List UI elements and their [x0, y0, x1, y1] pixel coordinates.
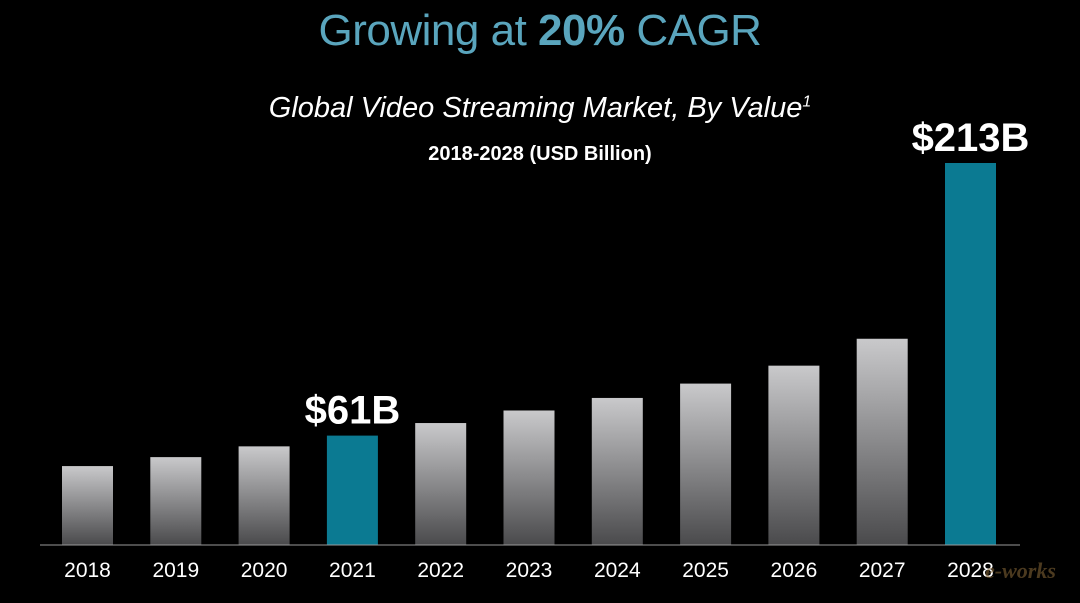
title-suffix: CAGR	[624, 6, 762, 55]
value-label-2028: $213B	[912, 116, 1030, 160]
x-tick-2021: 2021	[329, 559, 376, 582]
x-tick-labels: 2018 2019 2020 2021 2022 2023 2024 2025 2026 2027…	[64, 559, 994, 582]
value-label-2021: $61B	[305, 389, 401, 433]
chart-title: Growing at 20% CAGR	[0, 6, 1080, 56]
bar-2020	[238, 446, 290, 545]
subtitle-footnote: 1	[802, 93, 812, 111]
bar-2025	[680, 383, 732, 545]
x-tick-2027: 2027	[859, 559, 906, 582]
bar-2027	[856, 338, 908, 545]
bar-2022	[415, 423, 467, 545]
bar-2026	[768, 365, 820, 545]
x-tick-2024: 2024	[594, 559, 641, 582]
watermark-logo: e-works	[985, 558, 1056, 583]
x-tick-2022: 2022	[417, 559, 464, 582]
bar-2019	[150, 457, 202, 545]
x-tick-2025: 2025	[682, 559, 729, 582]
bar-group	[62, 163, 996, 545]
chart-date-range: 2018-2028 (USD Billion)	[428, 143, 652, 165]
x-tick-2019: 2019	[152, 559, 199, 582]
x-tick-2020: 2020	[241, 559, 288, 582]
title-cagr-value: 20%	[538, 6, 625, 55]
x-tick-2028: 2028	[947, 559, 994, 582]
x-tick-2026: 2026	[771, 559, 818, 582]
bar-2021	[326, 435, 378, 545]
chart-subtitle: Global Video Streaming Market, By Value1	[250, 92, 830, 125]
title-prefix: Growing at	[318, 6, 539, 55]
subtitle-text: Global Video Streaming Market, By Value	[268, 92, 803, 124]
bar-2028	[945, 163, 996, 545]
x-tick-2018: 2018	[64, 559, 111, 582]
bar-2023	[503, 410, 555, 545]
bar-2024	[591, 397, 643, 545]
value-labels: $61B $213B	[305, 116, 1030, 433]
x-tick-2023: 2023	[506, 559, 553, 582]
bar-2018	[62, 466, 113, 545]
